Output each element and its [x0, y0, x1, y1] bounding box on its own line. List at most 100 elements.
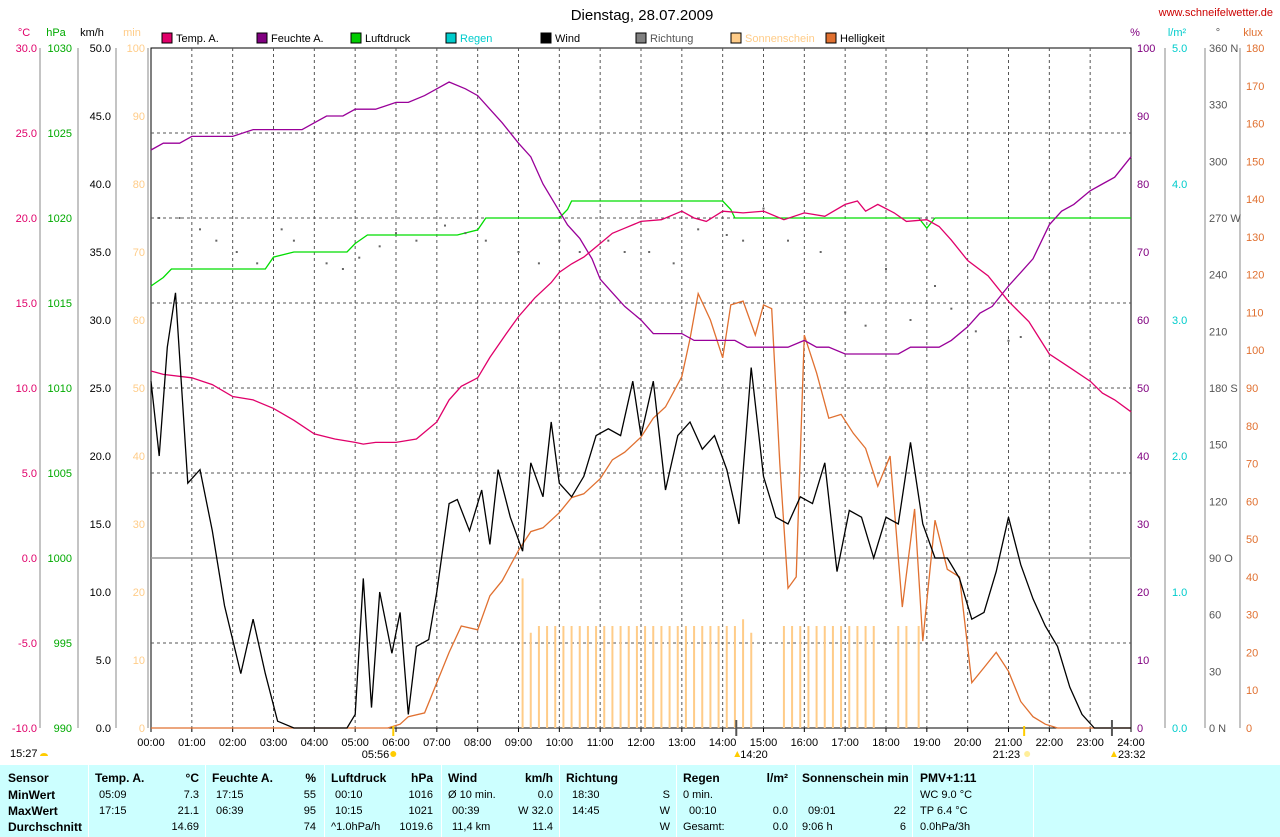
tick-pres-7: 995 — [54, 638, 72, 650]
dir-point-24 — [672, 262, 675, 265]
stats-header-temp: Temp. A. — [95, 771, 145, 785]
series-wind — [150, 292, 1131, 729]
legend-label-3: Regen — [460, 33, 492, 45]
stats-header-wind: Wind — [448, 771, 478, 785]
x-tick-15: 15:00 — [750, 737, 778, 749]
tick-hum-2: 80 — [1137, 179, 1149, 191]
tick-lux-13: 50 — [1246, 534, 1258, 546]
tick-wind-4: 30.0 — [90, 315, 111, 327]
x-tick-20: 20:00 — [954, 737, 982, 749]
tick-wind-5: 25.0 — [90, 383, 111, 395]
x-tick-16: 16:00 — [791, 737, 819, 749]
unit-sun: min — [123, 27, 141, 39]
stats-hum-avg: 74 — [303, 821, 316, 833]
dir-point-0 — [158, 217, 161, 219]
unit-rain: l/m² — [1168, 27, 1187, 39]
series-helligkeit — [151, 291, 1131, 729]
tick-lux-4: 140 — [1246, 194, 1264, 206]
tick-dir-4: 240 — [1209, 270, 1227, 282]
grid — [150, 47, 1132, 729]
sunshine-bars — [521, 578, 920, 728]
legend-label-6: Sonnenschein — [745, 33, 815, 45]
dir-point-39 — [1019, 336, 1022, 338]
tick-temp-1: 25.0 — [16, 128, 37, 140]
dir-point-6 — [280, 228, 283, 231]
stats-unit-hum: % — [305, 771, 316, 785]
x-tick-6: 06:00 — [382, 737, 410, 749]
tick-dir-7: 150 — [1209, 440, 1227, 452]
dir-point-4 — [235, 251, 238, 253]
tick-temp-8: -10.0 — [12, 723, 37, 735]
stats-pres-max-time: 10:15 — [335, 805, 363, 817]
site-link[interactable]: www.schneifelwetter.de — [1158, 7, 1273, 19]
moonrise-label: 15:27 — [10, 748, 38, 760]
tick-lux-8: 100 — [1246, 345, 1264, 357]
stats-pres-min: 1016 — [408, 789, 433, 801]
stats-row-min: MinWert — [8, 788, 56, 802]
legend-swatch-1 — [256, 32, 268, 44]
legend-label-7: Helligkeit — [840, 33, 885, 45]
stats-col-wind: Wind km/h Ø 10 min. 0.0 00:39 W 32.0 11,… — [442, 765, 559, 837]
tick-sun-2: 80 — [133, 179, 145, 191]
stats-sun-total: 9:06 h — [802, 821, 833, 833]
stats-col-rain: Regen l/m² 0 min. 00:10 0.0 Gesamt: 0.0 — [677, 765, 795, 837]
moonset-icon — [1110, 751, 1117, 757]
stats-pres-avg: 1019.6 — [399, 821, 433, 833]
x-tick-18: 18:00 — [872, 737, 900, 749]
stats-temp-avg: 14.69 — [171, 821, 199, 833]
dir-point-20 — [578, 251, 581, 253]
tick-lux-2: 160 — [1246, 119, 1264, 131]
tick-wind-10: 0.0 — [96, 723, 111, 735]
legend-label-0: Temp. A. — [176, 33, 219, 45]
tick-sun-6: 40 — [133, 451, 145, 463]
tick-temp-0: 30.0 — [16, 43, 37, 55]
dir-point-27 — [742, 239, 745, 242]
tick-sun-10: 0 — [139, 723, 145, 735]
chart-title: Dienstag, 28.07.2009 — [571, 7, 714, 24]
moonrise-icon — [40, 753, 48, 756]
weather-chart: Dienstag, 28.07.2009 www.schneifelwetter… — [10, 7, 1273, 761]
unit-dir: ° — [1216, 27, 1220, 39]
x-tick-7: 07:00 — [423, 737, 451, 749]
stats-pmv-trend: 0.0hPa/3h — [920, 821, 971, 833]
tick-wind-3: 35.0 — [90, 247, 111, 259]
x-tick-24: 24:00 — [1117, 737, 1145, 749]
stats-wind-avg: 11.4 — [532, 821, 553, 833]
x-tick-3: 03:00 — [260, 737, 288, 749]
stats-panel: Sensor MinWert MaxWert Durchschnitt Temp… — [0, 765, 1280, 837]
sunrise-icon — [390, 751, 397, 757]
tick-lux-5: 130 — [1246, 232, 1264, 244]
dir-point-10 — [358, 256, 361, 259]
tick-dir-9: 90 O — [1209, 553, 1233, 565]
x-tick-12: 12:00 — [627, 737, 655, 749]
tick-temp-2: 20.0 — [16, 213, 37, 225]
stats-hum-max-time: 06:39 — [216, 805, 244, 817]
moonset-label: 23:32 — [1118, 749, 1146, 761]
dir-point-16 — [484, 239, 487, 242]
tick-wind-6: 20.0 — [90, 451, 111, 463]
dir-point-13 — [415, 239, 418, 242]
stats-pmv-windchill: WC 9.0 °C — [920, 789, 973, 801]
stats-rain-total-label: Gesamt: — [683, 821, 725, 833]
dir-point-29 — [787, 239, 789, 242]
stats-hum-min: 55 — [303, 789, 316, 801]
stats-dir-max-time: 14:45 — [572, 805, 600, 817]
tick-hum-5: 50 — [1137, 383, 1149, 395]
tick-dir-11: 30 — [1209, 666, 1221, 678]
dir-point-26 — [725, 234, 728, 236]
tick-wind-1: 45.0 — [90, 111, 111, 123]
stats-header-rain: Regen — [683, 771, 720, 785]
dir-point-12 — [395, 232, 397, 235]
stats-temp-min: 7.3 — [183, 789, 199, 801]
tick-pres-3: 1015 — [48, 298, 72, 310]
tick-lux-9: 90 — [1246, 383, 1258, 395]
unit-lux: klux — [1243, 27, 1263, 39]
x-tick-21: 21:00 — [995, 737, 1023, 749]
x-tick-17: 17:00 — [831, 737, 859, 749]
dir-point-5 — [256, 262, 259, 265]
x-tick-14: 14:00 — [709, 737, 737, 749]
tick-temp-5: 5.0 — [22, 468, 37, 480]
stats-col-temp: Temp. A. °C 05:09 7.3 17:15 21.1 14.69 — [89, 765, 205, 837]
unit-wind: km/h — [80, 27, 104, 39]
series-lines — [150, 81, 1132, 729]
